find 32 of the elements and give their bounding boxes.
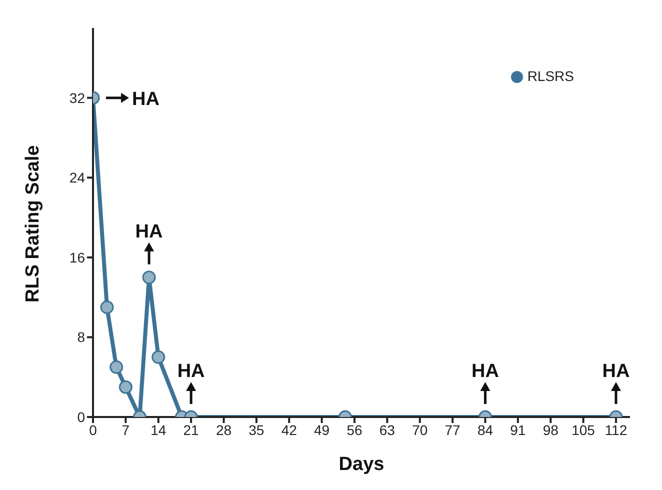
point [142,270,156,284]
x-tick-label: 7 [122,422,130,438]
annotation: HA [177,361,206,382]
x-tick-label: 112 [604,422,628,438]
x-tick-label: 70 [412,422,428,438]
x-tick-label: 28 [216,422,232,438]
y-axis-title: RLS Rating Scale [22,145,44,302]
x-tick-label: 105 [572,422,596,438]
y-tick-label: 32 [69,90,86,106]
x-tick-label: 84 [477,422,494,438]
annotation: HA [472,361,500,382]
x-tick-label: 98 [542,422,559,438]
annotation: HA [132,88,160,110]
y-tick-label: 8 [77,329,86,346]
point [100,300,114,314]
x-tick-label: 42 [281,422,298,438]
annotation: HA [602,361,630,382]
annotation: HA [135,221,164,242]
legend-label: RLSRS [527,68,574,84]
x-tick-label: 49 [314,422,330,438]
x-tick-label: 0 [89,422,98,438]
y-tick-label: 24 [69,170,86,186]
x-tick-label: 35 [248,422,264,438]
x-tick-label: 56 [346,422,362,438]
x-axis-title: Days [338,454,384,475]
x-tick-label: 63 [379,422,396,438]
x-tick-label: 77 [444,422,461,438]
x-tick-label: 14 [150,422,166,438]
y-tick-label: 0 [77,408,86,425]
x-tick-label: 21 [183,422,200,438]
y-tick-label: 16 [69,249,86,266]
x-tick-label: 91 [510,422,526,438]
